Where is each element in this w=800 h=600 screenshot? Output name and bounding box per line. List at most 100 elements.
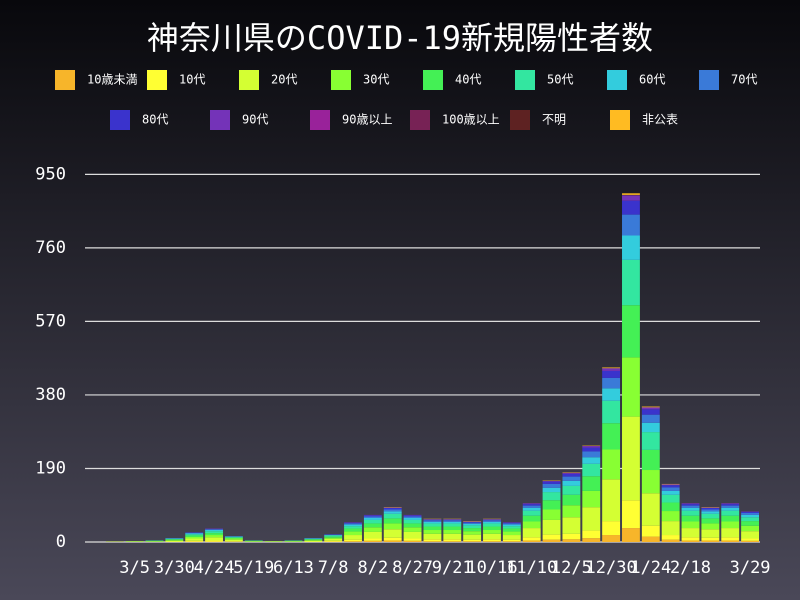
bar-segment: [363, 527, 382, 532]
bar-segment: [622, 193, 640, 195]
bar-segment: [641, 525, 660, 537]
bar-segment: [165, 539, 184, 541]
bar-segment: [344, 541, 362, 542]
bar-segment: [502, 523, 521, 525]
bar-segment: [423, 526, 442, 531]
bar-segment: [741, 517, 760, 522]
bar-segment: [721, 505, 740, 508]
bar-segment: [701, 507, 720, 510]
bar-segment: [403, 518, 422, 520]
bar-segment: [403, 531, 422, 539]
bar-segment: [641, 409, 660, 415]
bar-segment: [443, 521, 462, 524]
bar-segment: [502, 539, 521, 542]
bar-segment: [681, 515, 700, 522]
bar-segment: [443, 520, 462, 522]
bar-segment: [363, 531, 382, 539]
bar-segment: [205, 537, 223, 541]
bar-segment: [185, 533, 204, 535]
bar-segment: [681, 521, 700, 529]
x-tick-label: 9/21: [432, 558, 473, 578]
bar-segment: [701, 529, 720, 538]
bar-segment: [741, 531, 760, 539]
bar-segment: [701, 537, 720, 541]
y-tick-label: 380: [35, 385, 66, 405]
bar-segment: [185, 532, 204, 534]
legend-swatch: [510, 110, 530, 130]
bar-segment: [502, 541, 521, 542]
bar-segment: [602, 368, 621, 371]
bar-segment: [661, 485, 680, 488]
bar-segment: [522, 528, 541, 538]
bar-segment: [205, 540, 223, 542]
bar-segment: [582, 451, 601, 458]
bar-segment: [383, 509, 402, 512]
bar-segment: [363, 538, 382, 541]
bar-segment: [721, 504, 740, 506]
bar-segment: [681, 528, 700, 538]
x-tick-label: 3/30: [154, 558, 195, 578]
bar-segment: [304, 540, 323, 542]
bar-segment: [224, 538, 243, 540]
bar-segment: [641, 422, 660, 433]
bar-segment: [383, 518, 402, 524]
bar-segment: [205, 530, 223, 532]
legend-swatch: [239, 70, 259, 90]
bar-segment: [542, 480, 561, 482]
bar-segment: [661, 535, 680, 540]
bar-segment: [701, 509, 720, 512]
legend-swatch: [147, 70, 167, 90]
x-tick-label: 3/29: [730, 558, 771, 578]
bar-segment: [522, 504, 541, 506]
bar-segment: [344, 524, 362, 527]
bar-segment: [403, 538, 422, 541]
bar-segment: [721, 503, 740, 505]
bar-segment: [622, 357, 640, 417]
bar-segment: [502, 528, 521, 532]
bar-segment: [661, 511, 680, 522]
bar-segment: [661, 484, 680, 486]
bar-segment: [463, 523, 482, 526]
bar-segment: [443, 539, 462, 542]
bar-segment: [741, 521, 760, 526]
bar-segment: [344, 531, 362, 536]
bar-segment: [185, 538, 204, 541]
bar-segment: [641, 536, 660, 542]
bar-segment: [741, 512, 760, 515]
y-tick-label: 570: [35, 311, 66, 331]
legend-swatch: [210, 110, 230, 130]
legend-label: 10歳未満: [87, 73, 137, 87]
bar-segment: [701, 518, 720, 524]
bar-segment: [502, 524, 521, 527]
bar-segment: [423, 523, 442, 527]
bar-segment: [383, 540, 402, 542]
bar-segment: [383, 513, 402, 519]
legend-swatch: [410, 110, 430, 130]
bar-segment: [542, 534, 561, 540]
bar-segment: [463, 522, 482, 524]
bar-segment: [741, 525, 760, 532]
bar-segment: [542, 519, 561, 535]
bar-segment: [463, 525, 482, 529]
legend-swatch: [515, 70, 535, 90]
bar-segment: [661, 539, 680, 542]
bar-segment: [522, 510, 541, 516]
x-tick-label: 1/24: [630, 558, 671, 578]
bar-segment: [185, 535, 204, 537]
bar-segment: [721, 528, 740, 538]
bar-segment: [324, 535, 343, 537]
x-tick-label: 3/5: [119, 558, 150, 578]
bar-segment: [502, 522, 521, 524]
legend-label: 60代: [639, 73, 665, 87]
y-tick-label: 0: [56, 532, 66, 552]
bar-segment: [344, 539, 362, 542]
bar-segment: [602, 367, 621, 369]
bar-segment: [483, 521, 501, 524]
bar-segment: [721, 507, 740, 511]
bar-segment: [602, 400, 621, 424]
bar-segment: [383, 529, 402, 538]
bar-segment: [681, 510, 700, 516]
bar-segment: [463, 541, 482, 542]
bar-segment: [363, 515, 382, 517]
